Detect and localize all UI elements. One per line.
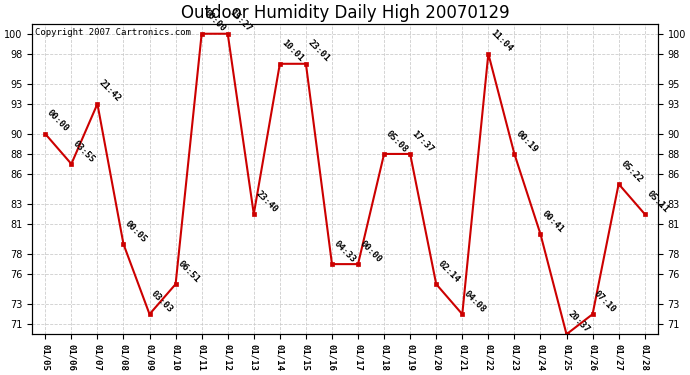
Text: 04:08: 04:08 xyxy=(462,289,488,314)
Text: 23:01: 23:01 xyxy=(306,38,331,64)
Text: 00:05: 00:05 xyxy=(124,219,149,244)
Text: 05:08: 05:08 xyxy=(384,129,409,154)
Text: 20:37: 20:37 xyxy=(566,309,592,334)
Text: 00:00: 00:00 xyxy=(358,239,384,264)
Text: 05:22: 05:22 xyxy=(619,159,644,184)
Text: 05:11: 05:11 xyxy=(644,189,670,214)
Text: Copyright 2007 Cartronics.com: Copyright 2007 Cartronics.com xyxy=(35,28,191,38)
Text: 21:42: 21:42 xyxy=(97,78,123,104)
Text: 03:55: 03:55 xyxy=(71,139,97,164)
Text: 11:04: 11:04 xyxy=(489,28,513,54)
Text: 00:00: 00:00 xyxy=(201,8,227,34)
Text: 00:41: 00:41 xyxy=(540,209,566,234)
Text: 02:14: 02:14 xyxy=(436,259,462,284)
Text: 03:03: 03:03 xyxy=(150,289,175,314)
Text: 00:19: 00:19 xyxy=(515,129,540,154)
Text: 10:01: 10:01 xyxy=(280,38,305,64)
Text: 23:40: 23:40 xyxy=(254,189,279,214)
Text: 00:00: 00:00 xyxy=(46,108,70,134)
Text: 06:51: 06:51 xyxy=(175,259,201,284)
Text: 17:37: 17:37 xyxy=(410,129,435,154)
Text: 07:10: 07:10 xyxy=(593,289,618,314)
Text: 15:27: 15:27 xyxy=(228,8,253,34)
Text: 04:33: 04:33 xyxy=(332,239,357,264)
Title: Outdoor Humidity Daily High 20070129: Outdoor Humidity Daily High 20070129 xyxy=(181,4,509,22)
